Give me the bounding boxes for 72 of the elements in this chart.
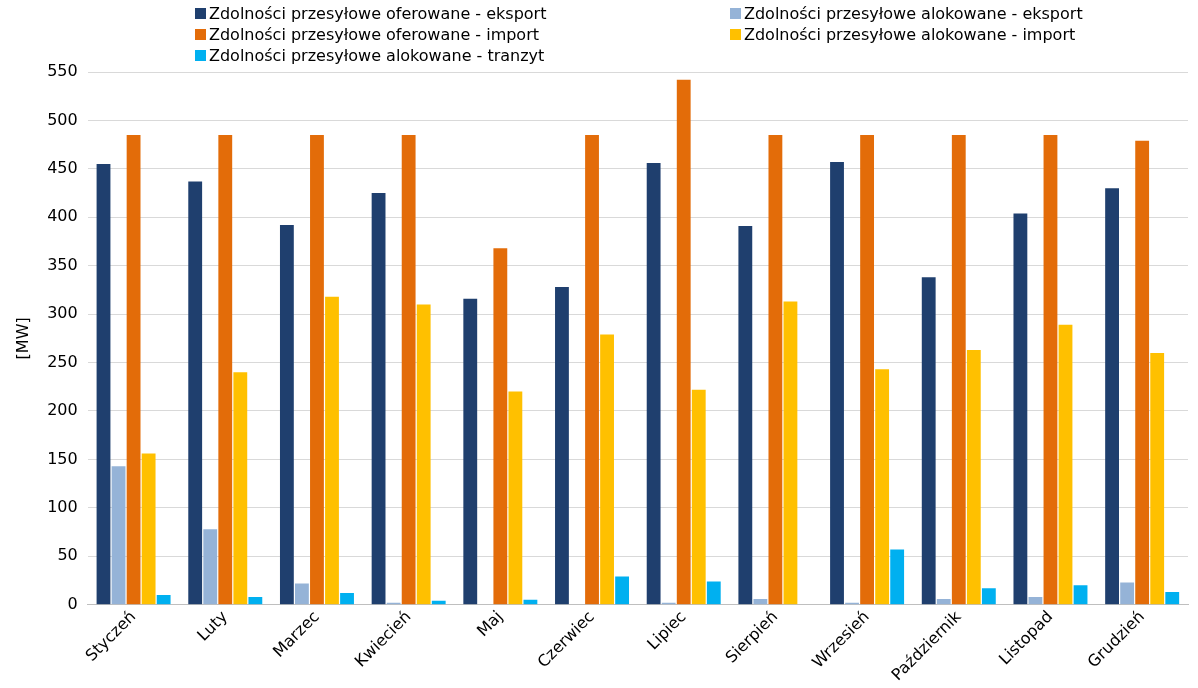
bar (295, 583, 309, 605)
y-tick-label: 450 (47, 158, 78, 178)
y-tick-label: 350 (47, 254, 78, 274)
bar (1073, 585, 1088, 605)
bar (966, 349, 981, 605)
y-tick-label: 150 (47, 448, 78, 468)
y-tick-label: 400 (47, 206, 78, 226)
bar (508, 391, 523, 605)
bar (156, 595, 171, 605)
legend-label: Zdolności przesyłowe alokowane - import (744, 25, 1076, 44)
y-tick-label: 250 (47, 351, 78, 371)
bar (646, 163, 661, 605)
legend-label: Zdolności przesyłowe alokowane - eksport (744, 4, 1083, 23)
bar (1013, 213, 1028, 605)
bar (1165, 592, 1180, 605)
bar (188, 181, 203, 605)
bar (738, 226, 753, 605)
bar (463, 298, 478, 605)
bar (768, 134, 783, 605)
y-tick-label: 550 (47, 61, 78, 81)
y-tick-label: 100 (47, 497, 78, 516)
bar (921, 277, 936, 605)
bar (1150, 352, 1165, 605)
bar (691, 389, 706, 605)
bar (615, 576, 630, 605)
y-axis-title: [MW] (12, 317, 32, 360)
bar (111, 466, 126, 605)
bar (890, 549, 905, 605)
bar (936, 598, 951, 605)
bar (310, 134, 324, 605)
x-tick-label: Maj (472, 606, 507, 641)
bar (340, 593, 354, 605)
bar (371, 193, 386, 605)
bar (233, 372, 248, 605)
legend-label: Zdolności przesyłowe oferowane - eksport (209, 4, 547, 23)
bar (1105, 188, 1119, 605)
bar (706, 581, 721, 605)
bar (1120, 582, 1135, 605)
bar (96, 164, 111, 605)
bar (1028, 596, 1043, 605)
bar (676, 79, 691, 605)
y-tick-label: 50 (57, 545, 78, 565)
bar (141, 453, 156, 605)
y-tick-label: 500 (47, 109, 78, 129)
bar (203, 529, 218, 605)
y-tick-label: 300 (47, 303, 78, 323)
bar (830, 162, 844, 605)
bar (585, 134, 599, 605)
bar (860, 134, 875, 605)
bar (523, 599, 538, 605)
bar (555, 287, 569, 605)
legend-label: Zdolności przesyłowe alokowane - tranzyt (209, 46, 545, 65)
bar (981, 588, 996, 605)
bar (416, 304, 431, 605)
bar (218, 134, 233, 605)
bar (600, 334, 614, 605)
legend-label: Zdolności przesyłowe oferowane - import (209, 25, 540, 44)
bar (875, 369, 890, 605)
bar (1058, 324, 1073, 605)
bar (1135, 140, 1150, 605)
bar (401, 134, 416, 605)
bar (753, 598, 768, 605)
y-tick-label: 200 (47, 400, 78, 420)
bar (1043, 134, 1058, 605)
bar (325, 296, 339, 605)
y-tick-label: 0 (67, 593, 78, 613)
bar (493, 248, 508, 605)
bar (126, 134, 141, 605)
bar (783, 301, 798, 605)
bar (279, 225, 294, 605)
bar (951, 134, 966, 605)
bar (248, 596, 263, 605)
